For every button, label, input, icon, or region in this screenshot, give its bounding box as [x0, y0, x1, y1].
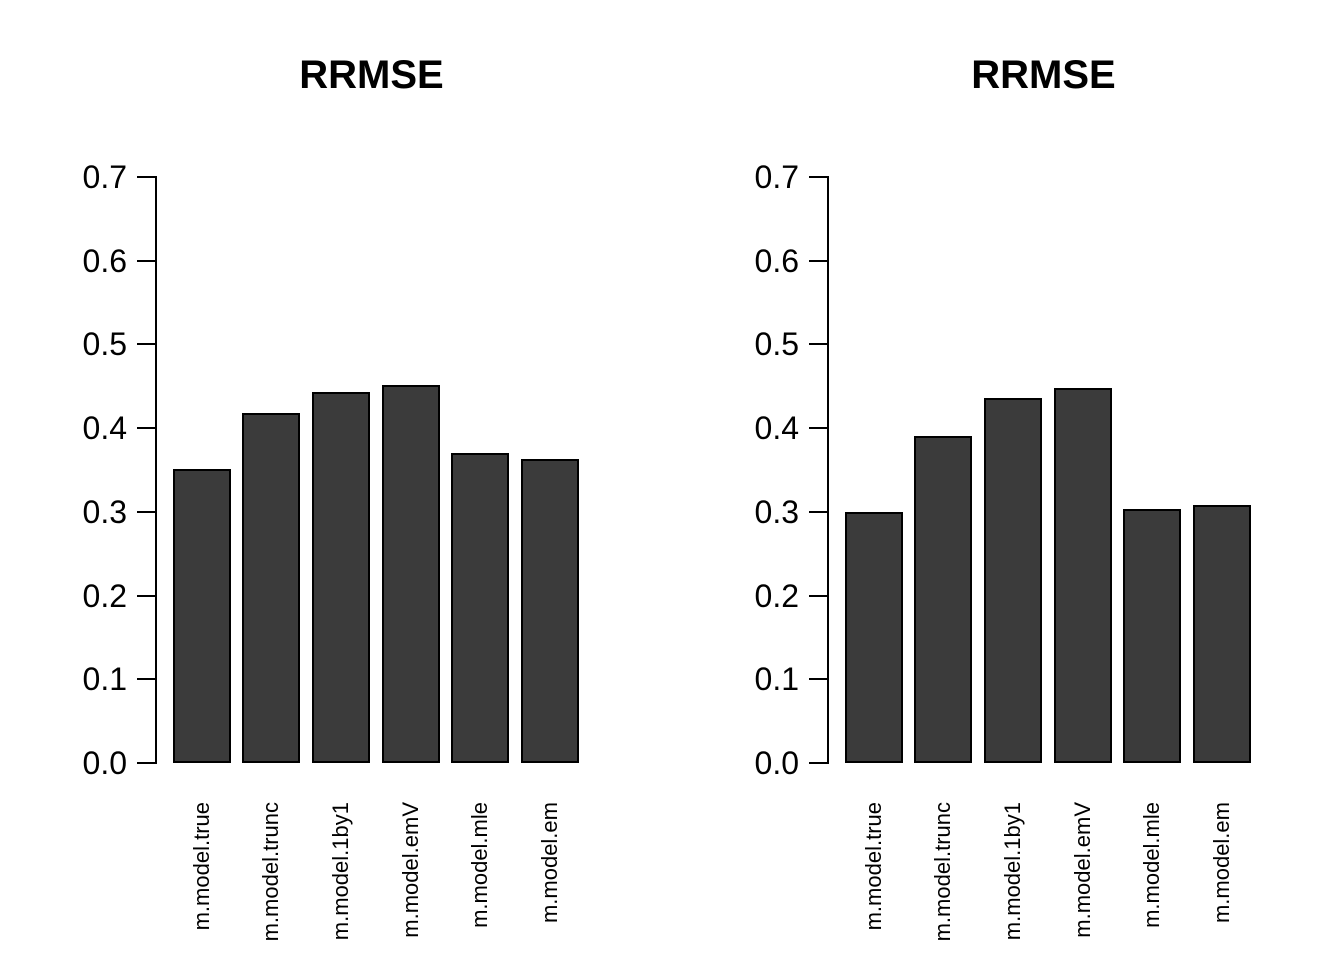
bar [242, 413, 301, 763]
y-axis-tick [809, 594, 827, 597]
x-axis-label: m.model.em [1209, 802, 1234, 924]
y-axis-tick-label: 0.6 [82, 242, 127, 279]
chart-title: RRMSE [299, 53, 444, 97]
y-axis-tick [809, 510, 827, 513]
y-axis-tick-label: 0.2 [754, 577, 799, 614]
barplot-panel-right: RRMSE 0.0 0.1 0.2 0.3 0.4 0.5 0.6 0.7 m.model.tr… [672, 0, 1344, 960]
y-axis-tick-label: 0.3 [754, 493, 799, 530]
bar [381, 384, 440, 763]
bar [1053, 388, 1112, 763]
y-axis-tick-label: 0.4 [82, 410, 127, 447]
y-axis-tick [137, 678, 155, 681]
bar [172, 469, 231, 763]
x-axis-label: m.model.mle [1139, 802, 1165, 928]
y-axis-tick [809, 678, 827, 681]
bar [984, 398, 1042, 763]
y-axis-tick-label: 0.5 [754, 326, 799, 363]
y-axis-tick [809, 762, 827, 764]
y-axis-tick [809, 176, 827, 178]
y-axis-tick-label: 0.1 [82, 661, 127, 698]
y-axis-tick-label: 0.7 [82, 159, 127, 195]
y-axis-tick-label: 0.1 [754, 661, 799, 698]
x-axis-label: m.model.emV [397, 802, 423, 938]
y-axis-tick [137, 343, 155, 346]
y-axis-tick [809, 343, 827, 346]
y-axis-tick-label: 0.5 [82, 326, 127, 363]
y-axis-tick [137, 259, 155, 262]
y-axis-tick [809, 427, 827, 430]
y-axis-tick-label: 0.7 [754, 159, 799, 195]
x-axis-label: m.model.true [860, 802, 886, 931]
bar [521, 459, 579, 763]
y-axis-tick-label: 0.0 [82, 745, 127, 781]
x-axis-label: m.model.emV [1069, 802, 1095, 938]
x-axis-label: m.model.true [188, 802, 214, 931]
y-axis-tick [137, 510, 155, 513]
y-axis-tick [137, 762, 155, 764]
y-axis-line [827, 176, 829, 764]
y-axis-tick-label: 0.0 [754, 745, 799, 781]
x-axis-label: m.model.trunc [930, 802, 956, 942]
bar [312, 392, 370, 763]
y-axis-tick-label: 0.6 [754, 242, 799, 279]
y-axis-tick-label: 0.4 [754, 410, 799, 447]
chart-title: RRMSE [971, 53, 1116, 97]
x-axis-label: m.model.1by1 [328, 802, 353, 941]
bar [1123, 509, 1182, 763]
bar [451, 453, 510, 763]
x-axis-label: m.model.trunc [258, 802, 284, 942]
y-axis-tick [137, 427, 155, 430]
y-axis-tick [809, 259, 827, 262]
y-axis-tick-label: 0.3 [82, 493, 127, 530]
y-axis-tick [137, 176, 155, 178]
bar [914, 435, 973, 763]
x-axis-label: m.model.em [537, 802, 562, 924]
bar [1193, 505, 1251, 763]
y-axis-tick [137, 594, 155, 597]
x-axis-label: m.model.1by1 [1000, 802, 1025, 941]
bar [844, 511, 903, 763]
y-axis-line [155, 176, 157, 764]
barplot-panel-left: RRMSE 0.0 0.1 0.2 0.3 0.4 0.5 0.6 0.7 m.model.tr… [82, 53, 579, 942]
x-axis-label: m.model.mle [467, 802, 493, 928]
y-axis-tick-label: 0.2 [82, 577, 127, 614]
